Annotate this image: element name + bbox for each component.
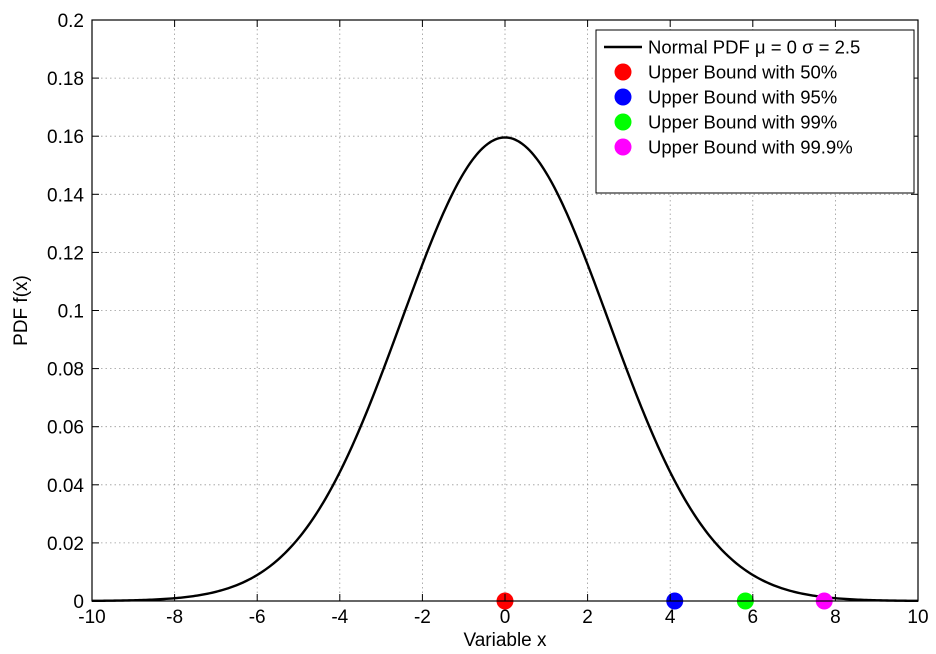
legend-marker-swatch xyxy=(614,63,632,81)
legend-entry-label: Normal PDF μ = 0 σ = 2.5 xyxy=(648,37,860,58)
legend-marker-swatch xyxy=(614,138,632,156)
y-tick-label: 0.2 xyxy=(58,11,84,32)
x-tick-label: 10 xyxy=(907,607,928,628)
y-tick-label: 0.16 xyxy=(47,127,84,148)
ticks xyxy=(91,19,919,602)
x-tick-label: -2 xyxy=(414,607,431,628)
x-tick-label: 4 xyxy=(665,607,676,628)
legend-marker-swatch xyxy=(614,113,632,131)
x-tick-label: -10 xyxy=(78,607,105,628)
curve-layer xyxy=(91,136,919,603)
x-tick-label: -4 xyxy=(331,607,348,628)
y-tick-label: 0.14 xyxy=(47,185,84,206)
x-tick-label: -8 xyxy=(166,607,183,628)
legend-entry-label: Upper Bound with 99% xyxy=(648,112,837,133)
y-tick-label: 0 xyxy=(73,592,84,613)
legend: Normal PDF μ = 0 σ = 2.5 Upper Bound with… xyxy=(595,29,915,194)
y-tick-label: 0.02 xyxy=(47,534,84,555)
legend-entry-label: Upper Bound with 95% xyxy=(648,87,837,108)
legend-entry-label: Upper Bound with 99.9% xyxy=(648,137,853,158)
y-tick-label: 0.1 xyxy=(58,302,84,323)
x-tick-label: -6 xyxy=(249,607,266,628)
series-line-normal-pdf xyxy=(91,136,919,603)
x-tick-label: 2 xyxy=(582,607,593,628)
y-tick-label: 0.08 xyxy=(47,360,84,381)
x-tick-label: 8 xyxy=(830,607,841,628)
y-tick-label: 0.06 xyxy=(47,418,84,439)
x-tick-label: 6 xyxy=(748,607,759,628)
y-tick-label: 0.12 xyxy=(47,243,84,264)
x-tick-labels: -10 -8 -6 -4 -2 0 2 4 6 8 10 xyxy=(78,607,928,628)
legend-marker-swatch xyxy=(614,88,632,106)
y-tick-label: 0.04 xyxy=(47,476,84,497)
y-tick-labels: 0 0.02 0.04 0.06 0.08 0.1 0.12 0.14 0.16 0.18 0.2 xyxy=(47,11,84,613)
legend-entry-label: Upper Bound with 50% xyxy=(648,62,837,83)
y-axis-label: PDF f(x) xyxy=(11,275,32,346)
legend-box xyxy=(595,29,915,194)
y-tick-label: 0.18 xyxy=(47,69,84,90)
x-tick-label: 0 xyxy=(500,607,511,628)
x-axis-label: Variable x xyxy=(463,630,547,651)
